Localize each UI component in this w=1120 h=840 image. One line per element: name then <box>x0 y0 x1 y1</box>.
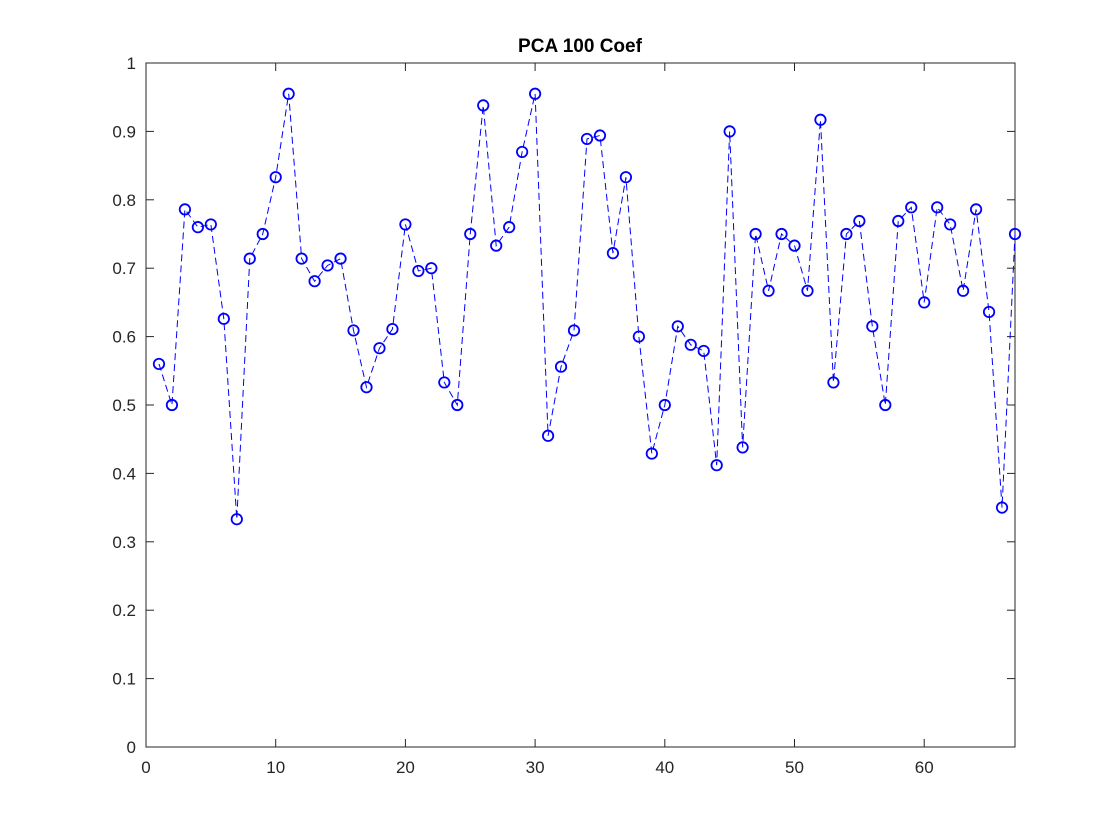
data-point <box>866 320 879 333</box>
data-point <box>191 221 204 234</box>
data-point <box>269 171 282 184</box>
data-point <box>801 284 814 297</box>
data-point <box>308 275 321 288</box>
data-point <box>632 330 645 343</box>
data-point <box>178 203 192 216</box>
data-point <box>684 338 697 351</box>
data-point <box>995 501 1009 514</box>
data-point <box>243 252 256 265</box>
series-layer <box>152 87 1022 526</box>
data-point <box>529 87 542 100</box>
x-tick-label: 0 <box>141 758 150 777</box>
y-axis: 0 0.1 0.2 0.3 0.4 0.5 0.6 0.7 0.8 0.9 1 <box>112 54 1015 757</box>
data-point <box>827 376 840 389</box>
data-point <box>321 259 334 272</box>
data-point <box>230 513 243 526</box>
data-point <box>490 239 503 252</box>
x-tick-label: 40 <box>655 758 674 777</box>
data-point <box>892 214 905 228</box>
data-point <box>957 284 970 297</box>
data-point <box>580 132 594 146</box>
y-tick-label: 0.5 <box>112 396 136 415</box>
data-point <box>606 247 620 260</box>
y-tick-label: 1 <box>127 54 136 73</box>
data-point <box>464 227 477 241</box>
data-point <box>477 99 490 112</box>
data-point <box>840 227 853 241</box>
data-point <box>749 227 762 241</box>
data-point <box>152 357 166 371</box>
data-point <box>710 459 723 472</box>
data-point <box>697 344 710 358</box>
y-tick-label: 0.2 <box>112 601 136 620</box>
data-point <box>567 324 581 337</box>
data-point <box>658 398 671 412</box>
data-point <box>723 125 736 138</box>
y-tick-label: 0 <box>127 738 136 757</box>
y-tick-label: 0.7 <box>112 259 136 278</box>
data-point <box>412 264 425 278</box>
x-tick-label: 20 <box>396 758 415 777</box>
data-point <box>619 171 632 184</box>
data-point <box>554 360 568 373</box>
data-point <box>982 305 996 319</box>
y-tick-label: 0.4 <box>112 464 136 483</box>
chart-title: PCA 100 Coef <box>518 36 643 57</box>
data-point <box>775 227 788 241</box>
data-point <box>593 129 607 142</box>
x-tick-label: 30 <box>526 758 545 777</box>
y-tick-label: 0.1 <box>112 670 136 689</box>
data-point <box>814 113 827 126</box>
data-point <box>347 324 360 337</box>
data-point <box>762 284 775 297</box>
data-point <box>165 398 179 412</box>
data-point <box>671 320 684 333</box>
data-point <box>425 262 438 275</box>
data-point <box>969 203 983 216</box>
data-point <box>645 447 658 460</box>
x-tick-label: 60 <box>915 758 934 777</box>
x-tick-label: 50 <box>785 758 804 777</box>
data-point <box>282 87 295 100</box>
data-point <box>918 296 931 309</box>
data-point <box>541 429 555 442</box>
data-point <box>788 239 801 252</box>
y-tick-label: 0.3 <box>112 533 136 552</box>
data-point <box>373 342 386 355</box>
data-point <box>217 312 230 325</box>
data-point <box>944 218 957 231</box>
data-point <box>1008 227 1022 241</box>
y-tick-label: 0.6 <box>112 328 136 347</box>
data-point <box>360 381 373 394</box>
data-point <box>438 376 451 389</box>
data-point <box>905 201 918 214</box>
data-point <box>503 221 516 234</box>
data-point <box>931 201 944 214</box>
x-axis: 0 10 20 30 40 50 60 <box>141 63 934 777</box>
data-point <box>853 214 866 228</box>
y-tick-label: 0.8 <box>112 191 136 210</box>
data-point <box>334 252 347 265</box>
y-tick-label: 0.9 <box>112 122 136 141</box>
data-point <box>399 218 412 231</box>
x-tick-label: 10 <box>266 758 285 777</box>
data-point <box>295 252 308 265</box>
data-point <box>879 398 892 412</box>
data-point <box>736 441 749 454</box>
data-point <box>386 322 399 336</box>
data-point <box>256 227 269 241</box>
data-point <box>516 145 529 159</box>
data-point <box>451 398 464 412</box>
series-line <box>158 93 1016 520</box>
data-point <box>204 218 217 231</box>
plot-area <box>145 62 1016 748</box>
